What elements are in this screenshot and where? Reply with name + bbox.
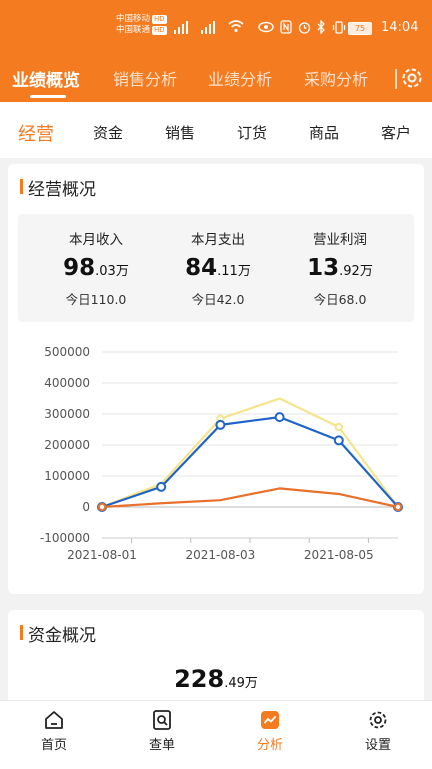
data-point (97, 502, 107, 512)
data-point (274, 412, 285, 423)
subtab-customers[interactable]: 客户 (381, 124, 412, 142)
metric-label: 本月支出 (191, 232, 245, 248)
battery-icon: 75 (348, 22, 372, 35)
metric-today: 今日110.0 (65, 292, 127, 307)
nav-label: 分析 (256, 738, 283, 753)
y-tick-label: 0 (82, 500, 90, 514)
status-bar: 中国移动 HD 中国联通 HD 75 14:04 (0, 14, 432, 48)
carrier-1: 中国移动 (116, 14, 151, 24)
tab-performance-analysis[interactable]: 业绩分析 (208, 70, 273, 89)
carrier-info: 中国移动 HD 中国联通 HD (116, 14, 167, 36)
carrier-2: 中国联通 (116, 25, 151, 35)
nav-orders[interactable]: 查单 (127, 709, 197, 753)
active-tab-indicator (30, 95, 66, 98)
data-point (334, 422, 343, 432)
data-point (215, 419, 226, 430)
metric-value: 84.11万 (185, 255, 251, 281)
x-tick-label: 2021-08-01 (67, 548, 137, 562)
funds-total: 228.49万 (174, 665, 258, 693)
vibrate-icon (332, 20, 346, 34)
hd-badge-1: HD (152, 15, 167, 24)
nfc-icon (280, 20, 292, 34)
bluetooth-icon (317, 20, 325, 34)
chart-icon (261, 711, 279, 729)
nav-home[interactable]: 首页 (19, 709, 89, 753)
section-title: 资金概况 (20, 621, 96, 646)
clock: 14:04 (381, 20, 419, 35)
metric-label: 本月收入 (69, 232, 123, 248)
tab-purchase-analysis[interactable]: 采购分析 (304, 70, 369, 89)
nav-label: 首页 (40, 738, 67, 753)
subtab-sales[interactable]: 销售 (165, 124, 196, 142)
alarm-icon (298, 21, 311, 34)
subtab-operations[interactable]: 经营 (18, 124, 54, 145)
app-header: 中国移动 HD 中国联通 HD 75 14:04 业绩概览 销售分析 业绩分析 采购… (0, 0, 432, 102)
data-point (333, 435, 344, 446)
funds-overview-card: 资金概况 228.49万 (8, 610, 424, 710)
metric-value: 98.03万 (63, 255, 129, 281)
metric-label: 营业利润 (313, 232, 367, 248)
hd-badge-2: HD (152, 26, 167, 35)
operations-overview-card: 经营概况 本月收入 98.03万 今日110.0 本月支出 84.11万 今日4… (8, 164, 424, 594)
data-point (156, 481, 167, 492)
nav-label: 查单 (148, 738, 175, 753)
y-tick-label: -100000 (40, 531, 90, 545)
search-doc-icon (153, 710, 171, 730)
nav-label: 设置 (364, 738, 391, 753)
data-point (393, 502, 403, 512)
nav-analysis[interactable]: 分析 (235, 709, 305, 753)
signal-icon-2 (201, 18, 215, 34)
y-tick-label: 200000 (44, 438, 90, 452)
metric-value: 13.92万 (307, 255, 373, 281)
daily-trend-line-chart: 500000 400000 300000 200000 100000 0 -100000 20… (40, 345, 403, 562)
tab-sales-analysis[interactable]: 销售分析 (113, 70, 178, 89)
metric-expense[interactable]: 本月支出 84.11万 今日42.0 (158, 228, 278, 308)
signal-icon (174, 18, 188, 34)
metric-profit[interactable]: 营业利润 13.92万 今日68.0 (280, 228, 400, 308)
bottom-nav: 首页 查单 分析 设置 (0, 700, 432, 769)
x-tick-label: 2021-08-05 (304, 548, 374, 562)
home-icon (45, 711, 63, 729)
y-tick-label: 500000 (44, 345, 90, 359)
top-tabs: 业绩概览 销售分析 业绩分析 采购分析 (0, 62, 432, 102)
tab-performance-overview[interactable]: 业绩概览 (12, 71, 80, 91)
metric-today: 今日42.0 (191, 292, 245, 307)
series-line-1 (101, 397, 399, 509)
y-tick-label: 400000 (44, 376, 90, 390)
subtab-funds[interactable]: 资金 (93, 124, 124, 142)
wifi-icon (228, 20, 244, 33)
section-title: 经营概况 (20, 175, 96, 200)
divider (395, 69, 397, 89)
metrics-summary: 本月收入 98.03万 今日110.0 本月支出 84.11万 今日42.0 营… (18, 214, 414, 322)
settings-gear-icon[interactable] (398, 64, 426, 92)
sub-tabs: 经营 资金 销售 订货 商品 客户 (0, 102, 432, 158)
metric-income[interactable]: 本月收入 98.03万 今日110.0 (36, 228, 156, 308)
x-tick-label: 2021-08-03 (186, 548, 256, 562)
nav-settings[interactable]: 设置 (343, 709, 413, 753)
gear-icon (369, 711, 387, 729)
series-line-3 (101, 487, 399, 509)
eye-icon (258, 21, 274, 33)
metric-today: 今日68.0 (313, 292, 367, 307)
series-line-2 (101, 415, 399, 509)
y-tick-label: 300000 (44, 407, 90, 421)
subtab-products[interactable]: 商品 (309, 124, 340, 142)
y-tick-label: 100000 (44, 469, 90, 483)
subtab-orders[interactable]: 订货 (237, 124, 268, 142)
